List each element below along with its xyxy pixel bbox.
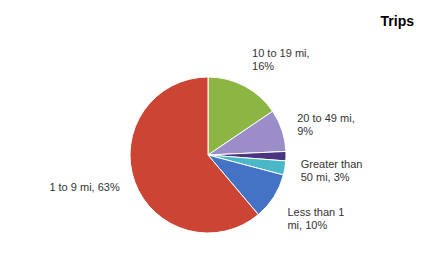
svg-text:1 to 9 mi, 63%: 1 to 9 mi, 63% — [49, 181, 120, 193]
svg-text:10 to 19 mi,16%: 10 to 19 mi,16% — [252, 47, 309, 72]
html-text:Trips: Trips — [380, 13, 414, 29]
svg-text:20 to 49 mi,9%: 20 to 49 mi,9% — [297, 112, 354, 137]
svg-text:Greater than50 mi, 3%: Greater than50 mi, 3% — [301, 158, 363, 183]
svg-text:Less than 1mi, 10%: Less than 1mi, 10% — [287, 206, 344, 231]
